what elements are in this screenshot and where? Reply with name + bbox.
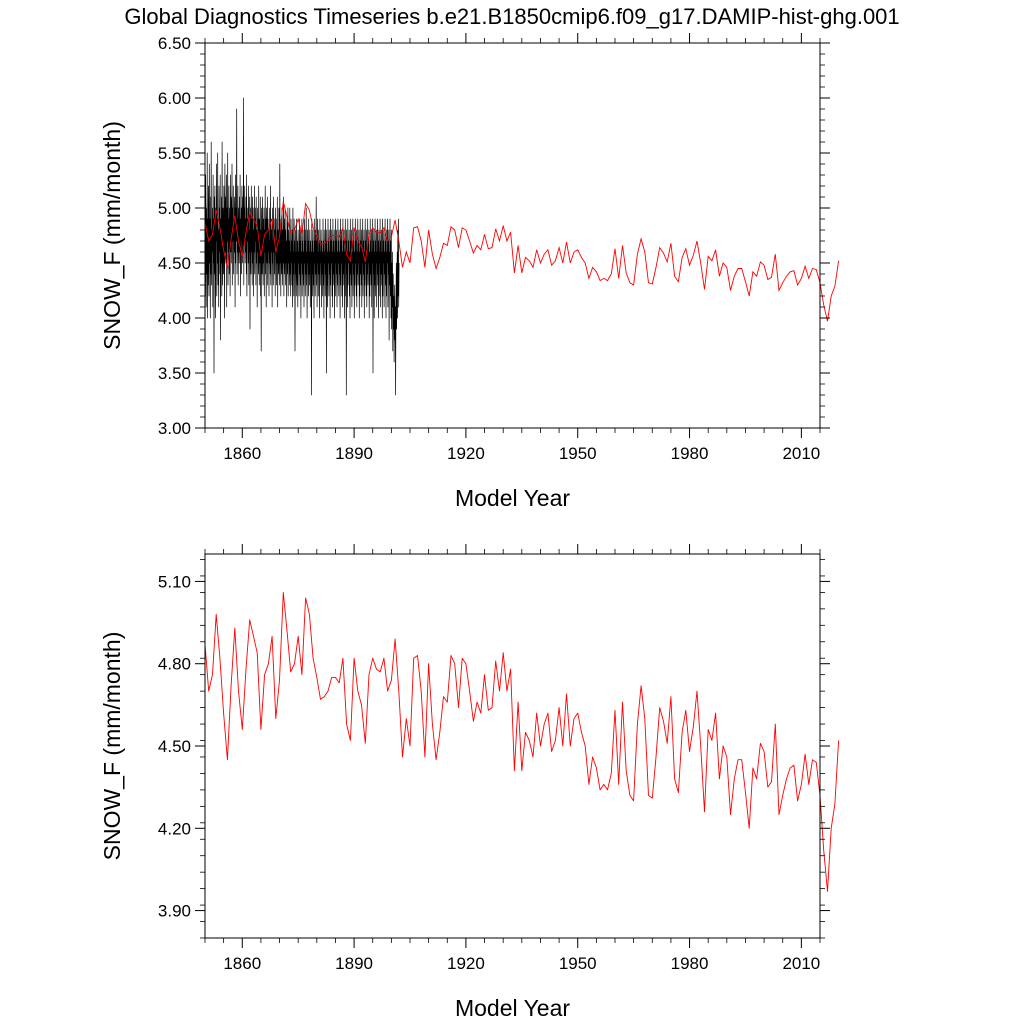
x-tick-label: 1890 — [335, 954, 373, 973]
x-tick-label: 1980 — [671, 954, 709, 973]
y-tick-label: 5.10 — [158, 572, 191, 591]
x-axis-label: Model Year — [455, 485, 570, 511]
y-tick-label: 3.00 — [158, 419, 191, 438]
x-tick-label: 1890 — [335, 444, 373, 463]
x-tick-label: 1860 — [223, 954, 261, 973]
y-axis-label: SNOW_F (mm/month) — [99, 632, 125, 861]
y-tick-label: 4.50 — [158, 254, 191, 273]
x-tick-label: 1980 — [671, 444, 709, 463]
y-tick-label: 3.50 — [158, 364, 191, 383]
y-tick-label: 4.20 — [158, 819, 191, 838]
x-tick-label: 1860 — [223, 444, 261, 463]
y-tick-label: 4.00 — [158, 309, 191, 328]
x-tick-label: 1920 — [447, 954, 485, 973]
plot-frame — [204, 42, 821, 429]
top-panel: 1860 1890 1920 1950 1980 2010 3.00 3.50 4.00 4.50… — [99, 33, 840, 511]
y-tick-label: 6.00 — [158, 89, 191, 108]
y-tick-label: 5.00 — [158, 199, 191, 218]
bottom-panel: 1860 1890 1920 1950 1980 2010 3.90 4.20 4.50 4.80… — [99, 544, 840, 1021]
y-tick-label: 3.90 — [158, 902, 191, 921]
y-tick-label: 4.50 — [158, 737, 191, 756]
x-tick-label: 2010 — [782, 444, 820, 463]
annual-mean-line — [204, 201, 840, 322]
x-tick-label: 1920 — [447, 444, 485, 463]
y-axis-label: SNOW_F (mm/month) — [99, 121, 125, 350]
x-tick-label: 1950 — [559, 954, 597, 973]
series-line-0 — [204, 97, 400, 396]
series-line-0 — [204, 591, 840, 892]
plot-frame — [204, 553, 821, 939]
y-tick-label: 5.50 — [158, 144, 191, 163]
y-tick-label: 6.50 — [158, 34, 191, 53]
y-tick-label: 4.80 — [158, 655, 191, 674]
x-tick-label: 2010 — [782, 954, 820, 973]
chart-title: Global Diagnostics Timeseries b.e21.B185… — [124, 4, 899, 29]
x-tick-label: 1950 — [559, 444, 597, 463]
x-axis-label: Model Year — [455, 995, 570, 1021]
